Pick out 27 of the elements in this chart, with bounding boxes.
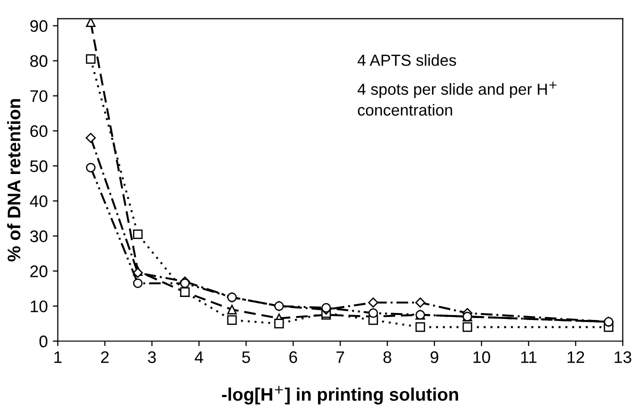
x-tick-label: 9 (430, 351, 438, 364)
x-tick-label: 8 (383, 351, 392, 364)
y-tick-label: 50 (30, 160, 48, 172)
x-tick-label: 1 (54, 351, 62, 363)
x-axis-title: -log[H$^{+}$] in printing solution (222, 386, 458, 404)
text: 4 spots per slide and per H$^{+}$ concentration (358, 82, 556, 116)
x-tick-label: 11 (521, 351, 536, 363)
x-tick-label: 10 (474, 351, 490, 364)
y-tick-label: 20 (30, 265, 48, 278)
y-tick-label: 30 (30, 230, 48, 242)
x-tick-label: 13 (614, 351, 632, 364)
x-tick-label: 6 (289, 351, 298, 364)
x-tick-label: 12 (568, 351, 584, 363)
x-tick-label: 5 (242, 351, 250, 364)
y-tick-label: 70 (30, 90, 48, 102)
annotation: 4 APTS slides (358, 54, 456, 66)
y-tick-label: 90 (30, 20, 48, 32)
x-tick-label: 2 (101, 351, 109, 363)
y-tick-label: 80 (30, 55, 48, 67)
y-tick-label: 40 (30, 195, 48, 208)
y-axis-title: % of DNA retention (7, 99, 20, 262)
y-tick-label: 60 (30, 125, 48, 138)
x-tick-label: 3 (148, 351, 156, 364)
x-tick-label: 4 (194, 351, 204, 363)
x-tick-label: 7 (336, 351, 344, 363)
y-tick-label: 10 (30, 300, 48, 312)
y-tick-label: 0 (39, 336, 48, 348)
